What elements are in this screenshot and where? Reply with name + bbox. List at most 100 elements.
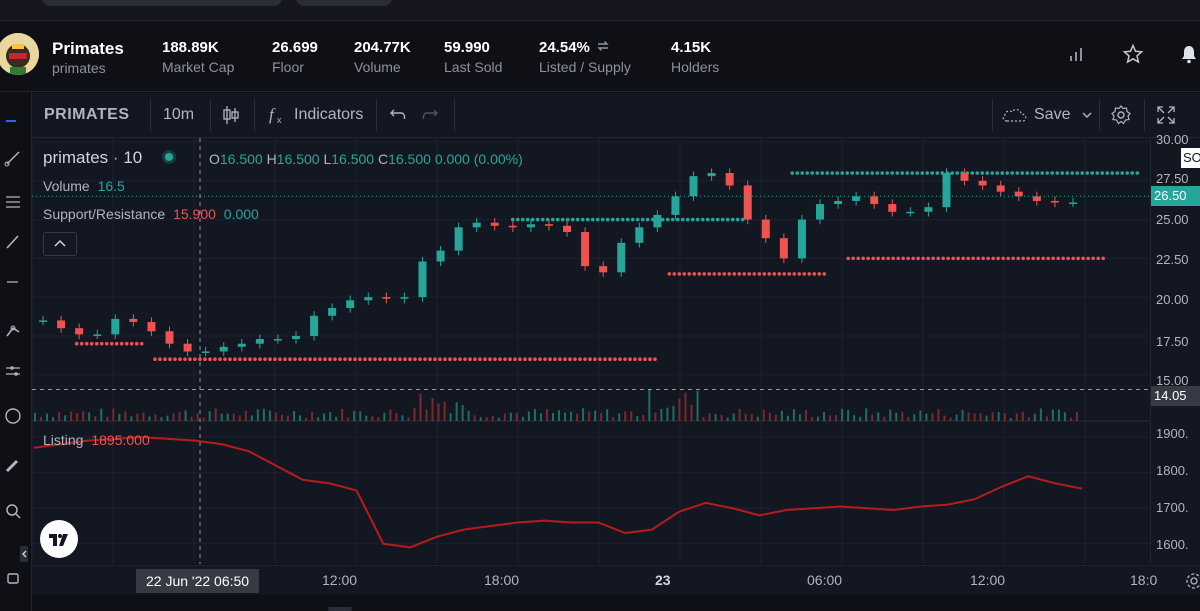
sr-level-dot [1006, 256, 1010, 261]
sr-level-dot [920, 171, 925, 175]
volume-bar [449, 413, 452, 421]
volume-bar [696, 391, 699, 421]
projection-icon[interactable] [4, 320, 24, 340]
volume-bar [389, 409, 392, 421]
bar-chart-icon[interactable] [1066, 43, 1088, 65]
chart-pane[interactable]: primates · 10 O16.500 H16.500 L16.500 C1… [32, 138, 1150, 564]
crosshair-time-label: 22 Jun '22 06:50 [136, 569, 260, 593]
volume-bar [166, 415, 169, 421]
save-button[interactable]: Save [1034, 106, 1071, 123]
time-tick: 18:00 [484, 572, 520, 588]
volume-bar [383, 412, 386, 421]
sr-level-dot [373, 357, 377, 362]
gear-icon[interactable] [1110, 104, 1132, 126]
volume-bar [545, 409, 548, 421]
sr-level-dot [273, 357, 277, 362]
collection-header: Primates primates 188.89K Market Cap 26.… [0, 21, 1200, 92]
undo-icon[interactable] [389, 106, 407, 124]
swap-icon[interactable] [596, 39, 610, 53]
emoji-icon[interactable] [4, 406, 24, 426]
price-chart[interactable] [32, 138, 1150, 564]
sr-level-dot [835, 171, 840, 175]
volume-bar [539, 413, 542, 421]
sr-level-dot [1065, 171, 1070, 175]
volume-bar [551, 413, 554, 421]
volume-bar [925, 413, 928, 421]
axis-settings-icon[interactable] [1184, 571, 1200, 591]
sr-level-dot [488, 357, 492, 362]
nav-pill[interactable] [296, 0, 392, 6]
sr-level-dot [598, 357, 602, 362]
cursor-icon[interactable] [4, 116, 24, 126]
volume-bar [823, 412, 826, 421]
star-icon[interactable] [1122, 43, 1144, 65]
sr-level-dot [433, 357, 437, 362]
sr-level-dot [1060, 171, 1065, 175]
brush-icon[interactable] [4, 232, 24, 252]
collapse-legend-button[interactable] [43, 232, 77, 256]
candles-type-icon[interactable] [220, 104, 242, 126]
search-pill[interactable] [42, 0, 282, 6]
fib-icon[interactable] [4, 192, 24, 212]
panel-resize-handle[interactable] [328, 607, 352, 611]
symbol-search[interactable]: PRIMATES [44, 106, 130, 123]
redo-icon[interactable] [421, 106, 439, 124]
candle-body [382, 297, 391, 299]
partial-price-label: SO [1181, 148, 1200, 168]
sr-level-dot [543, 357, 547, 362]
sr-value: 15.900 [173, 206, 216, 222]
candle-body [75, 328, 84, 335]
sr-level-dot [921, 256, 925, 261]
sr-level-dot [860, 171, 865, 175]
volume-bar [479, 417, 482, 421]
sr-level-dot [817, 272, 822, 276]
sr-level-dot [74, 341, 79, 346]
sr-level-dot [129, 341, 134, 346]
ruler-icon[interactable] [4, 456, 24, 476]
cloud-icon[interactable] [1000, 105, 1030, 125]
stat-last-sold: 59.990 Last Sold [444, 39, 502, 75]
volume-bar [299, 415, 302, 421]
tradingview-logo[interactable] [40, 520, 78, 558]
indicators-button[interactable]: Indicators [294, 106, 364, 123]
volume-bar [286, 415, 289, 421]
candle-body [743, 185, 752, 220]
listing-label[interactable]: Listing [43, 432, 84, 448]
volume-bar [154, 414, 157, 421]
series-title[interactable]: primates [43, 148, 109, 167]
sr-level-dot [812, 272, 817, 276]
price-axis[interactable]: 30.00 SO 27.50 26.50 25.00 22.50 20.00 1… [1150, 132, 1200, 564]
sr-level-dot [820, 171, 825, 175]
trend-line-icon[interactable] [4, 148, 24, 168]
chevron-down-icon[interactable] [1081, 109, 1093, 121]
sr-level-dot [875, 171, 880, 175]
zoom-icon[interactable] [4, 502, 24, 522]
stat-value: 26.699 [272, 39, 318, 56]
sr-level-dot [767, 272, 772, 276]
sr-level-dot [667, 272, 672, 276]
sr-level-dot [1015, 171, 1020, 175]
interval-selector[interactable]: 10m [163, 106, 195, 123]
sr-level-dot [530, 217, 535, 222]
collection-name[interactable]: Primates [52, 39, 124, 58]
volume-label[interactable]: Volume [43, 178, 90, 194]
sr-level-dot [1091, 256, 1095, 261]
sr-level-dot [248, 357, 252, 362]
volume-bar [690, 404, 693, 421]
collection-avatar[interactable] [0, 33, 39, 75]
sr-level-dot [840, 171, 845, 175]
volume-bar [485, 417, 488, 421]
sr-label[interactable]: Support/Resistance [43, 206, 166, 222]
sr-level-dot [735, 217, 740, 222]
bell-icon[interactable] [1178, 43, 1200, 65]
volume-bar [859, 416, 862, 421]
time-axis[interactable]: 22 Jun '22 06:50 12:00 18:00 23 06:00 12… [32, 565, 1200, 596]
sr-level-dot [104, 341, 109, 346]
indicators-icon[interactable]: f x [266, 104, 288, 126]
fullscreen-icon[interactable] [1156, 105, 1176, 125]
sr-level-dot [677, 272, 682, 276]
collapse-panel-icon[interactable] [4, 544, 28, 564]
measure-icon[interactable] [4, 362, 24, 382]
pattern-icon[interactable] [4, 272, 24, 292]
lock-icon[interactable] [4, 566, 24, 586]
